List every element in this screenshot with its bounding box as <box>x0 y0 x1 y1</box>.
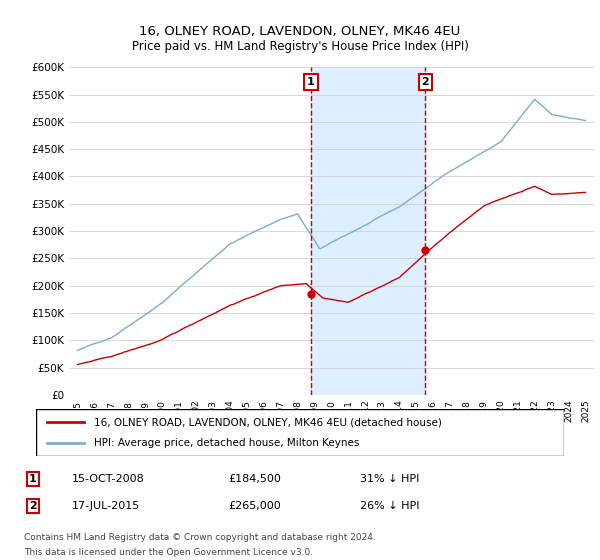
Text: 16, OLNEY ROAD, LAVENDON, OLNEY, MK46 4EU (detached house): 16, OLNEY ROAD, LAVENDON, OLNEY, MK46 4E… <box>94 417 442 427</box>
Text: 1: 1 <box>307 77 315 87</box>
Text: 26% ↓ HPI: 26% ↓ HPI <box>360 501 419 511</box>
Text: 2: 2 <box>421 77 429 87</box>
Text: HPI: Average price, detached house, Milton Keynes: HPI: Average price, detached house, Milt… <box>94 438 359 448</box>
Text: 1: 1 <box>29 474 37 484</box>
Text: This data is licensed under the Open Government Licence v3.0.: This data is licensed under the Open Gov… <box>24 548 313 557</box>
Text: £265,000: £265,000 <box>228 501 281 511</box>
Text: Price paid vs. HM Land Registry's House Price Index (HPI): Price paid vs. HM Land Registry's House … <box>131 40 469 53</box>
Text: 17-JUL-2015: 17-JUL-2015 <box>72 501 140 511</box>
Text: £184,500: £184,500 <box>228 474 281 484</box>
Text: 31% ↓ HPI: 31% ↓ HPI <box>360 474 419 484</box>
Text: 16, OLNEY ROAD, LAVENDON, OLNEY, MK46 4EU: 16, OLNEY ROAD, LAVENDON, OLNEY, MK46 4E… <box>139 25 461 38</box>
Bar <box>311 67 425 395</box>
Text: Contains HM Land Registry data © Crown copyright and database right 2024.: Contains HM Land Registry data © Crown c… <box>24 533 376 542</box>
Text: 2: 2 <box>29 501 37 511</box>
Text: 15-OCT-2008: 15-OCT-2008 <box>72 474 145 484</box>
